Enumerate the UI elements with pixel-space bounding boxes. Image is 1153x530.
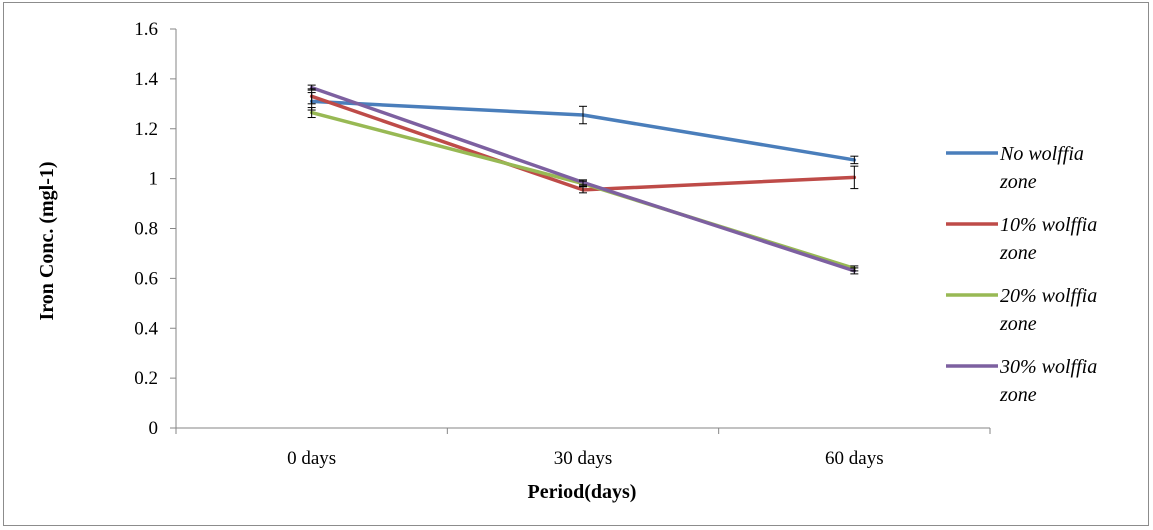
legend-label: No wolffia (999, 143, 1084, 165)
legend-label: zone (999, 242, 1037, 264)
y-tick-label: 0.8 (134, 219, 158, 240)
error-bar (579, 186, 587, 194)
error-bar (850, 165, 859, 190)
series-group (307, 84, 859, 275)
y-tick-label: 0 (149, 418, 159, 439)
y-axis: 0 0.2 0.4 0.6 0.8 1 1.2 1.4 1.6 (134, 19, 177, 439)
y-tick-label: 0.6 (134, 268, 158, 289)
legend-label: zone (999, 384, 1037, 406)
legend-label: 10% wolffia (1000, 214, 1097, 236)
error-bar (850, 155, 859, 165)
x-tick-label: 60 days (825, 448, 884, 469)
y-tick-label: 1 (149, 169, 159, 190)
y-axis-title: Iron Conc. (mgl-1) (36, 161, 58, 320)
legend-label: zone (999, 313, 1037, 335)
error-bar (579, 179, 587, 186)
chart-frame (3, 2, 1149, 526)
legend-item: 20% wolffia zone (946, 285, 1097, 335)
legend-label: 20% wolffia (1000, 285, 1097, 307)
y-tick-label: 0.2 (134, 368, 158, 389)
error-bar (307, 84, 316, 91)
x-axis-title: Period(days) (528, 481, 637, 503)
legend-label: zone (999, 171, 1037, 193)
y-tick-label: 1.2 (134, 119, 158, 140)
error-bar (579, 105, 587, 125)
y-tick-label: 1.6 (134, 19, 158, 40)
legend-label: 30% wolffia (999, 356, 1097, 378)
legend-item: 30% wolffia zone (946, 356, 1097, 406)
legend-item: No wolffia zone (946, 143, 1084, 193)
x-tick-label: 30 days (554, 448, 613, 469)
x-tick-label: 0 days (287, 448, 336, 469)
error-bar (307, 107, 316, 119)
x-axis: 0 days 30 days 60 days (175, 427, 991, 469)
error-bar (850, 267, 859, 275)
y-tick-label: 0.4 (134, 318, 158, 339)
y-tick-label: 1.4 (134, 69, 158, 90)
legend-item: 10% wolffia zone (946, 214, 1097, 264)
